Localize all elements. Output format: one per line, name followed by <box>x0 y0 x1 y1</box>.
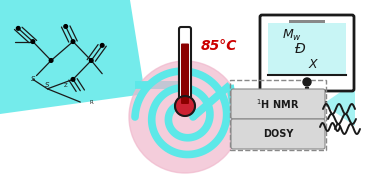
Text: S: S <box>45 82 50 88</box>
Circle shape <box>303 78 311 86</box>
Circle shape <box>71 40 75 43</box>
Circle shape <box>129 61 241 173</box>
Circle shape <box>31 40 35 43</box>
Circle shape <box>71 77 75 81</box>
Circle shape <box>16 26 20 30</box>
Text: Z: Z <box>64 83 68 88</box>
Text: $\mathit{M}_w$: $\mathit{M}_w$ <box>282 27 302 43</box>
Polygon shape <box>0 0 145 114</box>
Circle shape <box>49 59 53 62</box>
Text: 85°C: 85°C <box>201 39 237 53</box>
Circle shape <box>89 59 93 62</box>
Text: R: R <box>89 100 93 105</box>
FancyBboxPatch shape <box>260 15 354 91</box>
Text: $\mathit{Ð}$: $\mathit{Ð}$ <box>294 42 306 56</box>
Bar <box>230 80 326 150</box>
FancyBboxPatch shape <box>231 119 325 149</box>
Text: S: S <box>31 76 35 82</box>
Polygon shape <box>323 82 355 126</box>
Polygon shape <box>135 81 180 89</box>
Bar <box>289 20 325 23</box>
FancyBboxPatch shape <box>231 89 325 119</box>
Text: DOSY: DOSY <box>263 129 293 139</box>
Text: $\mathit{X}$: $\mathit{X}$ <box>308 57 319 70</box>
Text: $^1$H NMR: $^1$H NMR <box>256 97 300 111</box>
Bar <box>268 23 346 75</box>
FancyBboxPatch shape <box>181 43 189 104</box>
FancyBboxPatch shape <box>179 27 191 106</box>
Circle shape <box>175 96 195 116</box>
Circle shape <box>64 25 68 28</box>
Circle shape <box>100 43 104 47</box>
